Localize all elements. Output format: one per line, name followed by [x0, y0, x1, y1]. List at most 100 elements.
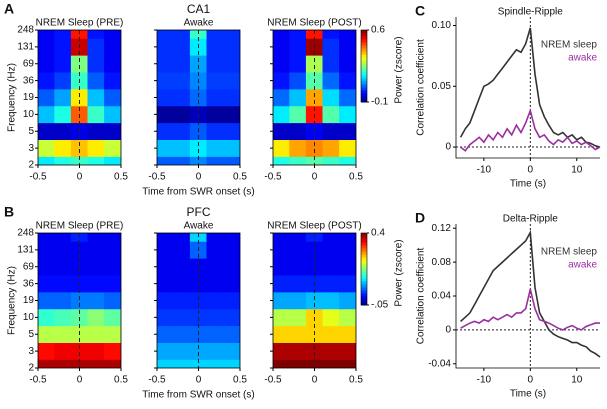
heat-cell	[223, 139, 240, 157]
x-axis-label: Time from SWR onset (s)	[142, 187, 254, 198]
heat-cell	[189, 30, 208, 39]
heat-cell	[87, 291, 105, 310]
panel-letter: B	[4, 204, 14, 220]
heat-cell	[305, 139, 324, 157]
heat-cell	[54, 308, 72, 327]
x-tick-label: 10	[571, 165, 583, 176]
y-tick-label: 131	[17, 245, 34, 256]
y-tick-label: 19	[23, 295, 35, 306]
heat-cell	[173, 274, 191, 293]
heat-cell	[87, 274, 105, 293]
heat-cell	[157, 291, 174, 310]
colorbar-step	[361, 254, 367, 258]
colorbar-step	[361, 87, 367, 91]
colorbar-step	[361, 266, 367, 270]
heat-cell	[223, 359, 240, 368]
x-tick-label: 0.5	[233, 375, 247, 386]
colorbar-step	[361, 278, 367, 282]
heat-cell	[104, 88, 121, 107]
heat-cell	[339, 156, 356, 165]
x-tick-label: 0	[312, 375, 318, 386]
heat-cell	[70, 88, 89, 107]
colorbar-step	[361, 30, 367, 34]
heat-cell	[54, 241, 72, 259]
heat-cell	[70, 30, 89, 39]
heat-cell	[189, 258, 208, 276]
heat-cell	[54, 233, 72, 242]
heat-cell	[173, 139, 191, 157]
heat-cell	[87, 359, 105, 368]
heat-cell	[157, 274, 174, 293]
series-line	[459, 27, 601, 148]
heat-cell	[189, 55, 208, 73]
colorbar-label: Power (zscore)	[394, 239, 405, 306]
heat-cell	[54, 30, 72, 39]
heat-cell	[289, 233, 307, 242]
heat-cell	[305, 359, 324, 368]
heat-cell	[339, 325, 356, 343]
heat-cell	[322, 342, 340, 360]
heat-cell	[104, 55, 121, 73]
colorbar-step	[361, 284, 367, 288]
colorbar-step	[361, 78, 367, 82]
heat-cell	[206, 105, 224, 124]
heat-cell	[104, 139, 121, 157]
heat-cell	[157, 241, 174, 259]
heatmap-title: Awake	[184, 221, 214, 232]
colorbar-step	[361, 51, 367, 55]
colorbar-step	[361, 33, 367, 37]
colorbar-step	[361, 45, 367, 49]
heat-cell	[54, 55, 72, 73]
heat-cell	[87, 325, 105, 343]
heat-cell	[206, 325, 224, 343]
heat-cell	[157, 258, 174, 276]
heat-cell	[339, 30, 356, 39]
heatmap-title: NREM Sleep (POST)	[267, 221, 361, 232]
heat-cell	[189, 139, 208, 157]
heat-cell	[173, 258, 191, 276]
panel-letter: C	[415, 3, 425, 19]
heat-cell	[104, 30, 121, 39]
heat-cell	[206, 342, 224, 360]
heat-cell	[305, 342, 324, 360]
heat-cell	[273, 71, 290, 90]
heat-cell	[70, 139, 89, 157]
colorbar-step	[361, 251, 367, 255]
colorbar-step	[361, 75, 367, 79]
heat-cell	[38, 122, 55, 140]
x-axis-label: Time (s)	[510, 179, 546, 190]
heat-cell	[339, 122, 356, 140]
x-tick-label: 10	[571, 375, 583, 386]
heat-cell	[223, 105, 240, 124]
x-tick-label: -0.5	[264, 375, 282, 386]
heat-cell	[87, 233, 105, 242]
y-tick-label: 248	[17, 25, 34, 36]
series-line	[460, 289, 600, 331]
heat-cell	[273, 342, 290, 360]
heat-cell	[173, 233, 191, 242]
heat-cell	[206, 291, 224, 310]
y-tick-label: 10	[23, 312, 35, 323]
x-tick-label: 0	[312, 172, 318, 183]
heat-cell	[157, 359, 174, 368]
heat-cell	[38, 241, 55, 259]
heat-cell	[206, 308, 224, 327]
heat-cell	[173, 71, 191, 90]
heat-cell	[322, 233, 340, 242]
heat-cell	[223, 241, 240, 259]
heat-cell	[322, 139, 340, 157]
colorbar-tick-label: -0.1	[371, 97, 389, 108]
heatmap-title: NREM Sleep (PRE)	[36, 221, 124, 232]
heat-cell	[206, 241, 224, 259]
heat-cell	[206, 274, 224, 293]
heat-cell	[87, 342, 105, 360]
colorbar-step	[361, 63, 367, 67]
colorbar-step	[361, 93, 367, 97]
heat-cell	[87, 88, 105, 107]
heat-cell	[322, 71, 340, 90]
heat-cell	[104, 156, 121, 165]
heat-cell	[54, 359, 72, 368]
heat-cell	[322, 38, 340, 56]
colorbar-step	[361, 302, 367, 306]
heatmap-title: Awake	[184, 18, 214, 29]
